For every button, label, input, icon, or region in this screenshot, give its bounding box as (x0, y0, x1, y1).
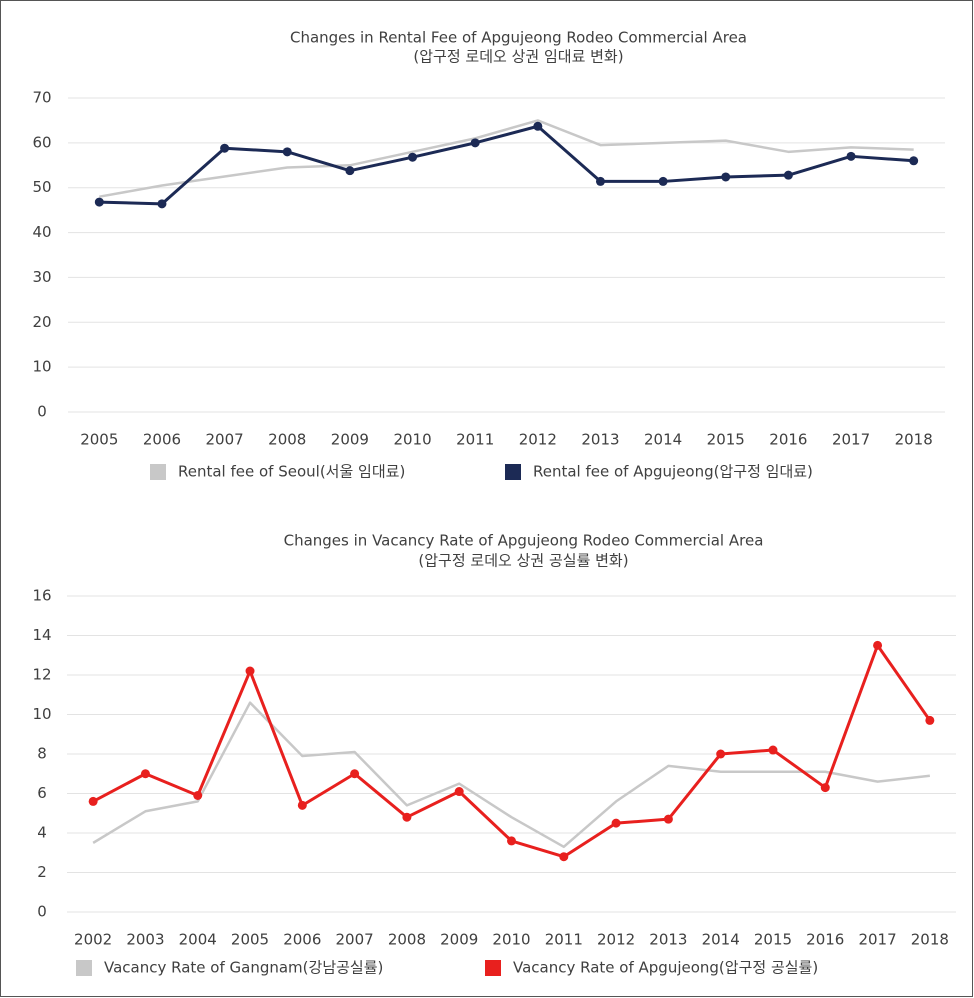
legend-swatch (485, 960, 501, 976)
x-tick-label: 2012 (519, 431, 557, 449)
point (350, 769, 360, 779)
y-tick-label: 0 (37, 403, 47, 421)
point (559, 852, 569, 862)
x-tick-label: 2012 (597, 931, 635, 949)
x-tick-label: 2017 (858, 931, 896, 949)
legend-label: Vacancy Rate of Gangnam(강남공실률) (104, 959, 383, 977)
x-tick-label: 2006 (283, 931, 321, 949)
point (402, 812, 412, 822)
point (297, 800, 307, 810)
x-tick-label: 2003 (126, 931, 164, 949)
x-tick-label: 2015 (707, 431, 745, 449)
point (140, 769, 150, 779)
chart-title: Changes in Vacancy Rate of Apgujeong Rod… (284, 532, 764, 550)
legend-swatch (505, 464, 521, 480)
x-tick-label: 2016 (806, 931, 844, 949)
y-tick-label: 70 (32, 89, 51, 107)
x-tick-label: 2005 (80, 431, 118, 449)
chart-subtitle: (압구정 로데오 상권 임대료 변화) (413, 48, 623, 66)
point (909, 156, 919, 166)
point (245, 666, 255, 676)
chart-subtitle: (압구정 로데오 상권 공실률 변화) (418, 552, 628, 570)
legend-label: Rental fee of Apgujeong(압구정 임대료) (533, 463, 813, 481)
series-line (99, 119, 914, 198)
y-tick-label: 20 (32, 313, 51, 331)
point (873, 640, 883, 650)
point (595, 176, 605, 186)
x-tick-label: 2013 (581, 431, 619, 449)
point (507, 836, 516, 846)
point (721, 172, 731, 182)
y-tick-label: 14 (32, 626, 51, 644)
x-tick-label: 2017 (832, 431, 870, 449)
point (157, 199, 167, 209)
x-tick-label: 2009 (331, 431, 369, 449)
point (846, 151, 856, 161)
point (470, 138, 480, 148)
x-tick-label: 2010 (393, 431, 431, 449)
series-line (92, 701, 930, 849)
series-line (99, 124, 914, 206)
x-tick-label: 2015 (754, 931, 792, 949)
y-tick-label: 2 (37, 863, 47, 881)
point (716, 749, 726, 759)
chart-title: Changes in Rental Fee of Apgujeong Rodeo… (290, 29, 747, 47)
point (282, 147, 292, 157)
y-tick-label: 6 (37, 784, 47, 802)
point (768, 745, 778, 755)
x-tick-label: 2013 (649, 931, 687, 949)
y-tick-label: 60 (32, 133, 51, 151)
x-tick-label: 2016 (769, 431, 807, 449)
point (663, 814, 673, 824)
point (88, 796, 98, 806)
point (783, 170, 793, 180)
y-tick-label: 30 (32, 268, 51, 286)
point (454, 787, 464, 797)
x-tick-label: 2006 (143, 431, 181, 449)
x-tick-label: 2004 (179, 931, 217, 949)
y-tick-label: 40 (32, 223, 51, 241)
x-tick-label: 2014 (644, 431, 682, 449)
x-tick-label: 2008 (268, 431, 306, 449)
point (408, 152, 418, 162)
legend-swatch (76, 960, 92, 976)
point (345, 166, 355, 176)
y-tick-label: 0 (37, 903, 47, 921)
y-tick-label: 10 (32, 705, 51, 723)
x-tick-label: 2002 (74, 931, 112, 949)
point (193, 790, 203, 800)
point (658, 176, 668, 186)
legend-swatch (150, 464, 166, 480)
x-tick-label: 2009 (440, 931, 478, 949)
y-tick-label: 12 (32, 666, 51, 684)
y-tick-label: 10 (32, 358, 51, 376)
y-tick-label: 4 (37, 824, 47, 842)
y-tick-label: 8 (37, 745, 47, 763)
x-tick-label: 2007 (336, 931, 374, 949)
x-tick-label: 2011 (545, 931, 583, 949)
point (220, 143, 230, 153)
x-tick-label: 2014 (702, 931, 740, 949)
legend-label: Vacancy Rate of Apgujeong(압구정 공실률) (513, 959, 818, 977)
y-tick-label: 50 (32, 178, 51, 196)
point (94, 197, 104, 207)
x-tick-label: 2008 (388, 931, 426, 949)
point (925, 715, 935, 725)
x-tick-label: 2005 (231, 931, 269, 949)
x-tick-label: 2018 (895, 431, 933, 449)
y-tick-label: 16 (32, 587, 51, 605)
x-tick-label: 2011 (456, 431, 494, 449)
x-tick-label: 2018 (911, 931, 949, 949)
point (820, 783, 830, 793)
x-tick-label: 2007 (206, 431, 244, 449)
legend-label: Rental fee of Seoul(서울 임대료) (178, 463, 405, 481)
point (533, 121, 543, 131)
x-tick-label: 2010 (492, 931, 530, 949)
point (611, 818, 621, 828)
